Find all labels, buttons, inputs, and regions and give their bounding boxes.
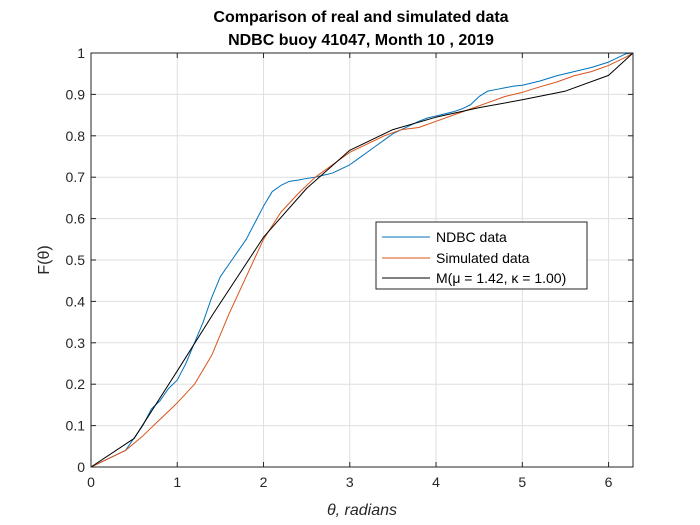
legend: NDBC data Simulated data M(μ = 1.42, κ =…	[375, 221, 588, 290]
ticks: 0 1 2 3 4 5 6 0 0.1 0.2 0.3 0.4 0.5 0.6 0.7 0.8 0.9 1	[66, 45, 633, 490]
x-tick-label: 5	[518, 474, 526, 490]
y-tick-label: 0.7	[66, 169, 86, 185]
y-axis-label: F(θ)	[36, 245, 53, 274]
legend-label-model: M(μ = 1.42, κ = 1.00)	[436, 270, 566, 286]
y-tick-label: 0	[77, 459, 85, 475]
x-axis-label: θ, radians	[327, 502, 397, 519]
legend-label-ndbc: NDBC data	[436, 229, 507, 245]
chart-title: Comparison of real and simulated data	[213, 9, 508, 26]
y-tick-label: 0.1	[66, 418, 86, 434]
x-tick-label: 1	[173, 474, 181, 490]
simulated-data-line	[90, 52, 634, 468]
x-tick-label: 4	[432, 474, 440, 490]
y-tick-label: 0.8	[66, 128, 86, 144]
y-tick-label: 0.5	[66, 252, 86, 268]
y-tick-label: 0.9	[66, 86, 86, 102]
legend-label-simulated: Simulated data	[436, 250, 530, 266]
x-tick-label: 0	[87, 474, 95, 490]
y-tick-label: 0.2	[66, 376, 86, 392]
y-tick-label: 0.4	[66, 293, 86, 309]
x-tick-label: 2	[260, 474, 268, 490]
model-cdf-line	[90, 52, 634, 468]
ndbc-data-line	[90, 52, 634, 468]
chart-subtitle: NDBC buoy 41047, Month 10 , 2019	[228, 32, 494, 49]
x-tick-label: 3	[346, 474, 354, 490]
series-group	[90, 52, 634, 468]
x-tick-label: 6	[605, 474, 613, 490]
y-tick-label: 0.6	[66, 211, 86, 227]
y-tick-label: 0.3	[66, 335, 86, 351]
y-tick-label: 1	[77, 45, 85, 61]
